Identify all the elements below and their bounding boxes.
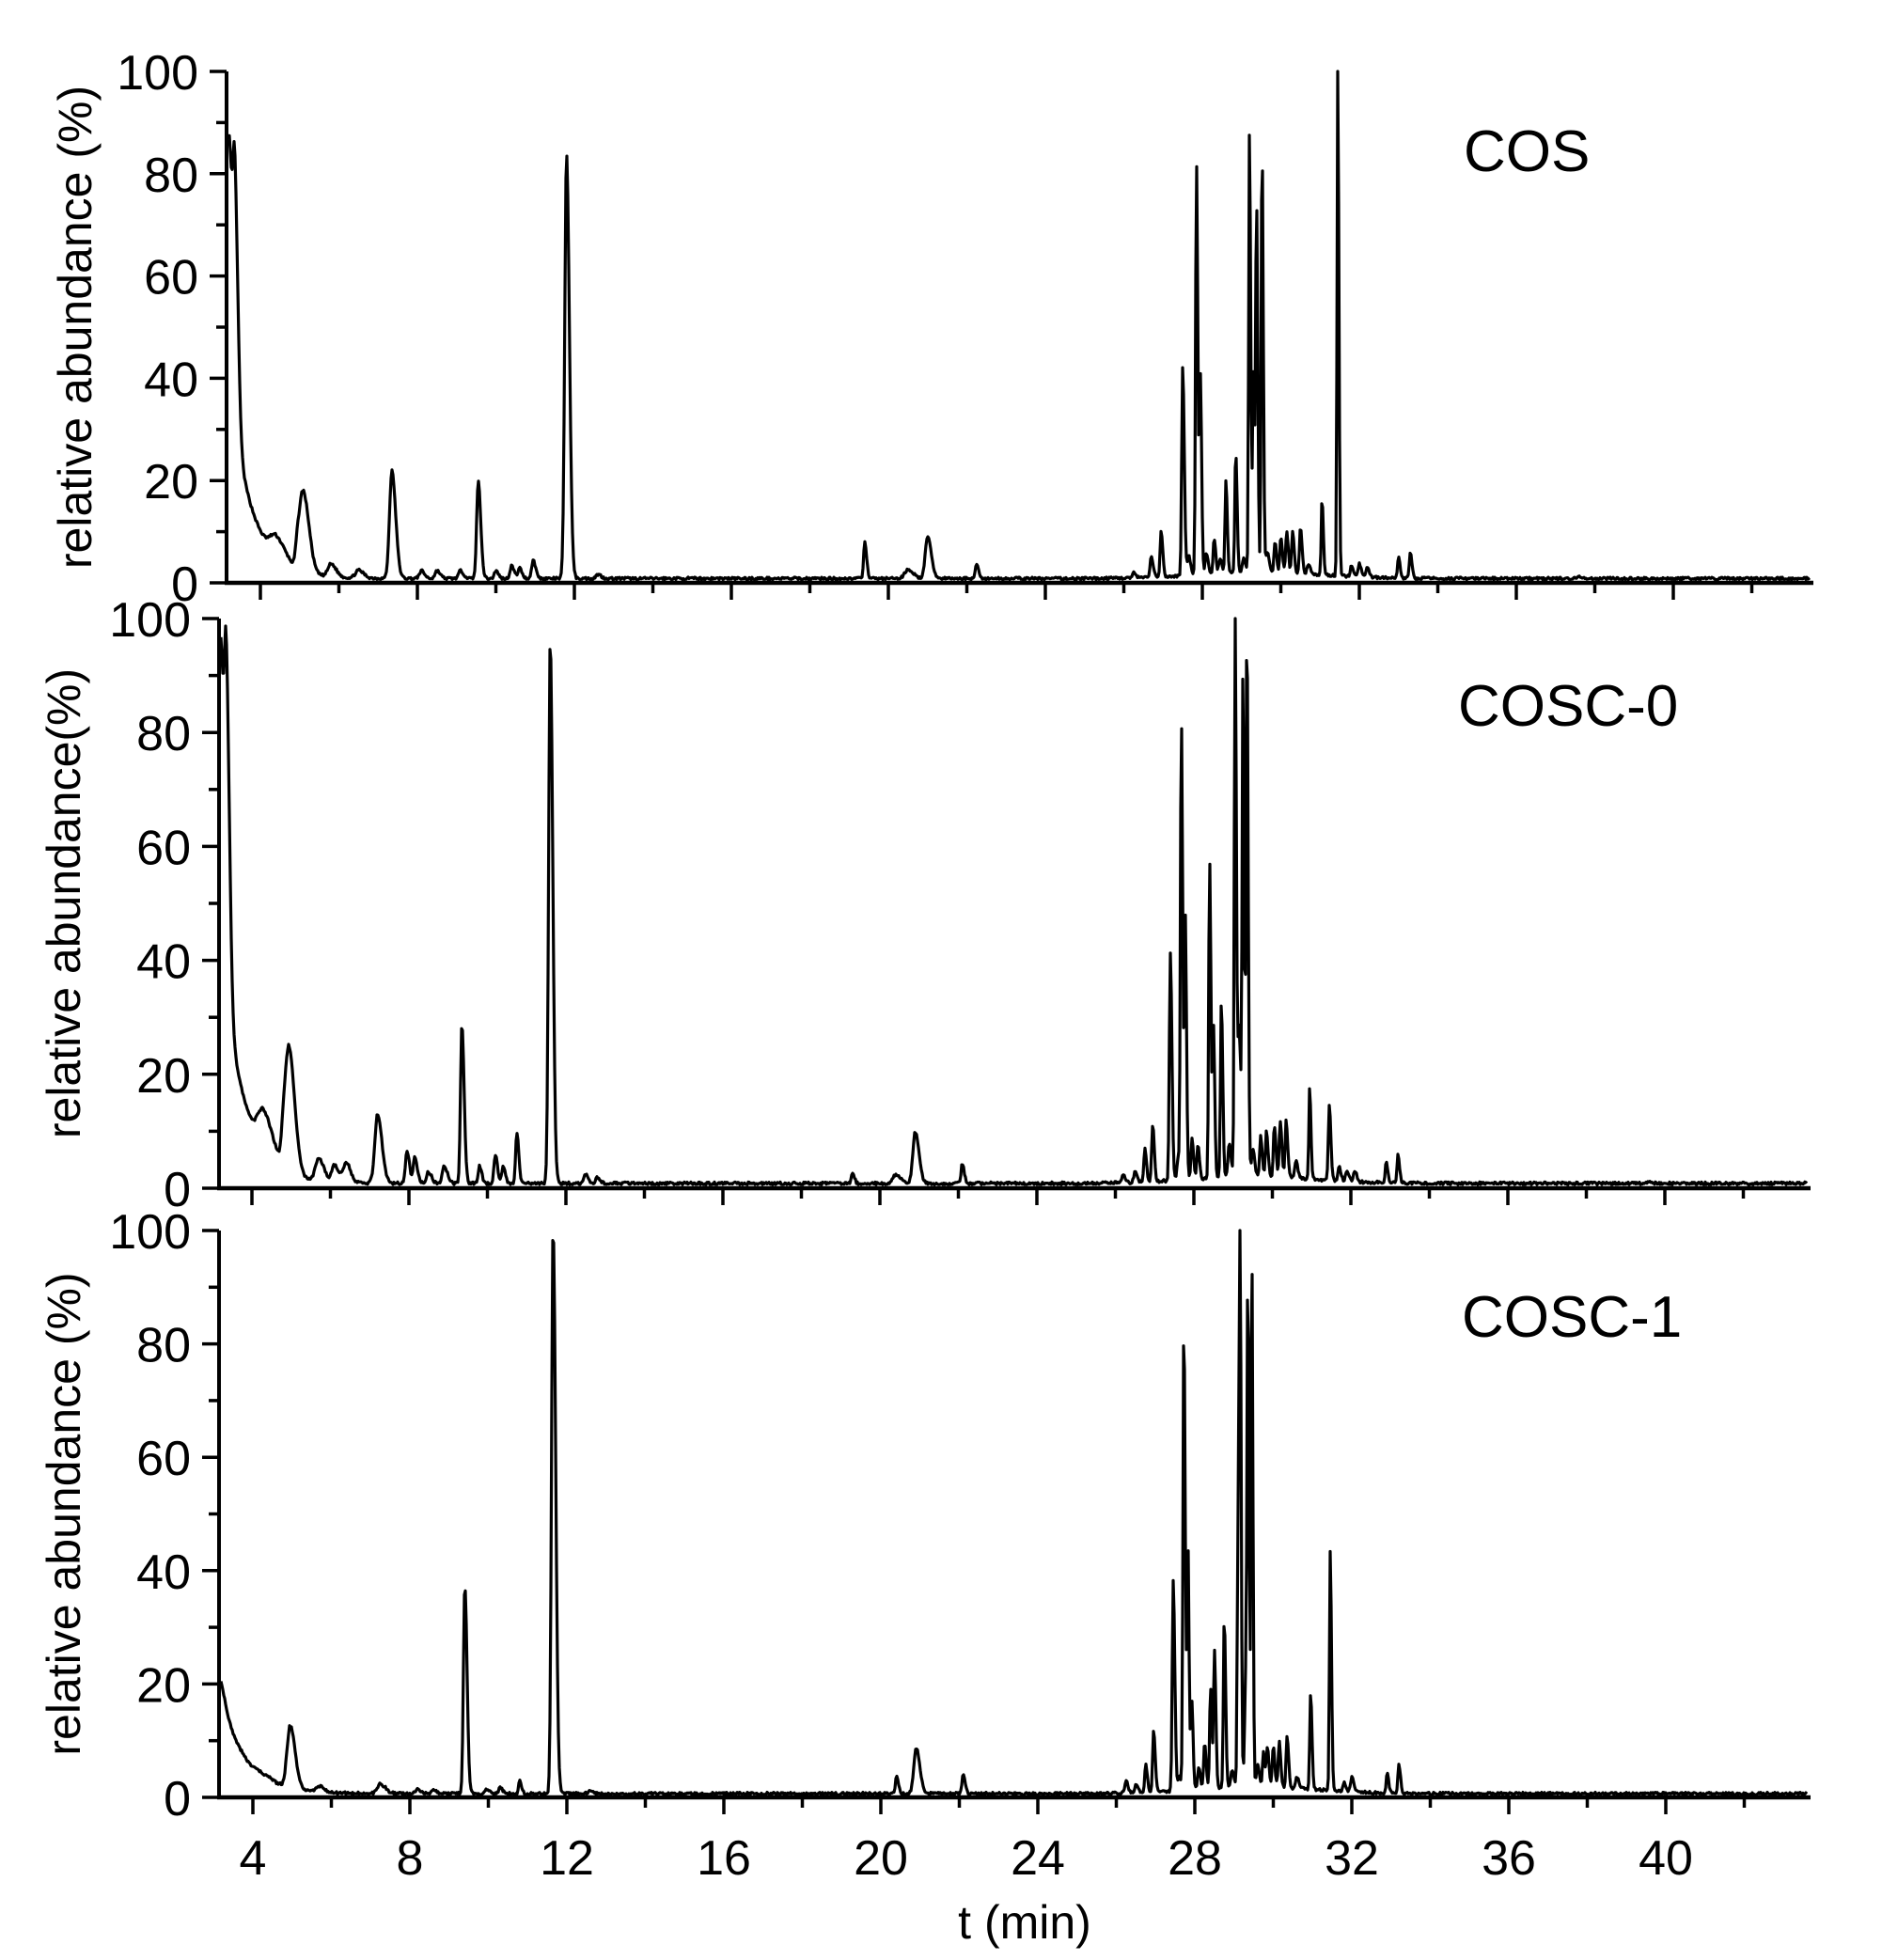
y-tick-label: 40 [136,935,191,990]
y-tick-label: 80 [136,1319,191,1373]
y-axis-title: relative abundance(%) [38,668,90,1138]
y-tick-label: 100 [109,593,191,648]
x-tick-label: 4 [240,1831,267,1886]
x-axis-title: t (min) [958,1896,1091,1949]
panel-cosc-0: 0 20 40 60 80 100 COSC-0 relative abundance(%) [38,593,1811,1217]
y-tick-label: 40 [144,353,198,407]
x-tick-label: 32 [1325,1831,1379,1886]
panel-cosc-1: 0 20 40 60 80 100 4 8 12 16 20 24 28 32 36 40 COSC-1 rela… [38,1205,1811,1886]
y-tick-label: 80 [136,707,191,761]
x-tick-label: 16 [697,1831,751,1886]
x-tick-label: 28 [1168,1831,1222,1886]
y-tick-label: 60 [144,251,198,306]
x-tick-label: 40 [1639,1831,1693,1886]
y-tick-label: 0 [171,557,198,612]
x-tick-label: 8 [397,1831,424,1886]
panel-label: COSC-1 [1462,1285,1682,1350]
x-tick-label: 36 [1482,1831,1536,1886]
y-tick-label: 60 [136,821,191,875]
y-tick-label: 20 [136,1049,191,1104]
y-tick-label: 20 [144,455,198,510]
y-tick-label: 80 [144,149,198,203]
x-tick-label: 12 [540,1831,594,1886]
y-tick-label: 20 [136,1658,191,1713]
panel-cos: 0 20 40 60 80 100 COS relative abundance (%) [49,46,1813,612]
y-tick-label: 0 [164,1772,191,1827]
y-tick-label: 40 [136,1545,191,1600]
chromatogram-trace [219,617,1809,1186]
y-axis-title: relative abundance (%) [38,1272,90,1755]
y-axis-title: relative abundance (%) [49,86,102,569]
y-tick-label: 0 [164,1163,191,1217]
panel-label: COS [1464,119,1590,184]
x-tick-label: 20 [854,1831,908,1886]
x-tick-label: 24 [1011,1831,1065,1886]
chromatogram-trace [219,1229,1809,1797]
y-tick-label: 100 [117,46,198,101]
chromatogram-trace [227,70,1811,582]
y-tick-label: 100 [109,1205,191,1260]
y-tick-label: 60 [136,1432,191,1486]
panel-label: COSC-0 [1458,674,1678,739]
